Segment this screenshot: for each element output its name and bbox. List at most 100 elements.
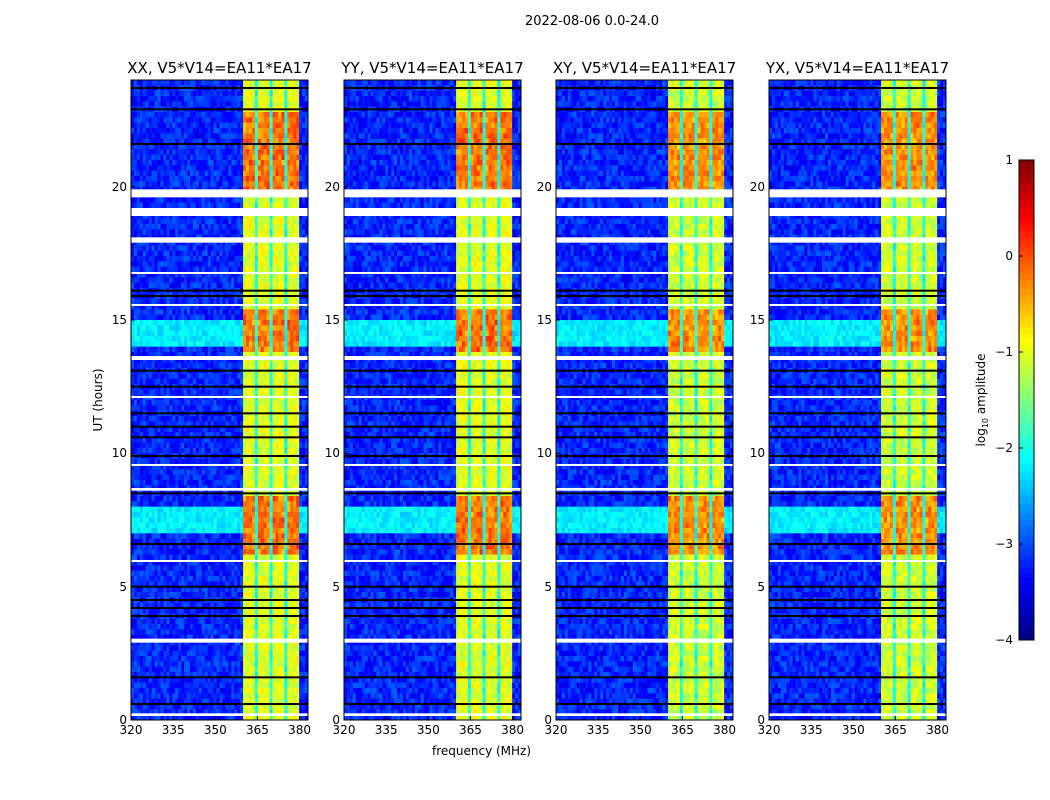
heatmap-cell: [225, 149, 228, 155]
heatmap-cell: [258, 219, 261, 225]
heatmap-cell: [258, 181, 261, 187]
heatmap-cell: [273, 149, 276, 155]
heatmap-cell: [172, 197, 175, 203]
heatmap-cell: [279, 176, 282, 182]
heatmap-cell: [237, 91, 240, 97]
heatmap-cell: [161, 165, 164, 171]
heatmap-cell: [246, 176, 249, 182]
heatmap-cell: [225, 181, 228, 187]
heatmap-cell: [184, 128, 187, 134]
heatmap-cell: [240, 133, 243, 139]
heatmap-cell: [137, 176, 140, 182]
heatmap-cell: [149, 176, 152, 182]
heatmap-cell: [246, 96, 249, 102]
heatmap-cell: [143, 149, 146, 155]
heatmap-cell: [137, 181, 140, 187]
heatmap-cell: [273, 165, 276, 171]
heatmap-cell: [258, 197, 261, 203]
heatmap-cell: [279, 149, 282, 155]
heatmap-cell: [217, 171, 220, 177]
heatmap-cell: [178, 80, 181, 86]
heatmap-cell: [240, 203, 243, 209]
heatmap-cell: [255, 128, 258, 134]
heatmap-cell: [214, 160, 217, 166]
heatmap-cell: [163, 128, 166, 134]
heatmap-cell: [243, 149, 246, 155]
heatmap-cell: [302, 133, 305, 139]
heatmap-cell: [208, 96, 211, 102]
heatmap-cell: [149, 91, 152, 97]
heatmap-cell: [155, 91, 158, 97]
heatmap-cell: [190, 165, 193, 171]
heatmap-cell: [214, 149, 217, 155]
heatmap-cell: [258, 101, 261, 107]
heatmap-cell: [252, 80, 255, 86]
heatmap-cell: [181, 112, 184, 118]
heatmap-cell: [222, 96, 225, 102]
heatmap-cell: [205, 80, 208, 86]
heatmap-cell: [302, 149, 305, 155]
heatmap-cell: [228, 149, 231, 155]
heatmap-cell: [202, 176, 205, 182]
heatmap-cell: [184, 165, 187, 171]
heatmap-cell: [172, 224, 175, 230]
heatmap-cell: [231, 181, 234, 187]
heatmap-cell: [205, 171, 208, 177]
heatmap-cell: [284, 155, 287, 161]
heatmap-cell: [205, 203, 208, 209]
heatmap-cell: [222, 149, 225, 155]
heatmap-cell: [196, 155, 199, 161]
heatmap-cell: [237, 176, 240, 182]
heatmap-cell: [166, 133, 169, 139]
heatmap-cell: [217, 133, 220, 139]
heatmap-cell: [140, 123, 143, 129]
heatmap-cell: [270, 117, 273, 123]
heatmap-cell: [228, 171, 231, 177]
heatmap-cell: [214, 91, 217, 97]
heatmap-cell: [146, 101, 149, 107]
heatmap-cell: [193, 128, 196, 134]
heatmap-cell: [184, 133, 187, 139]
heatmap-cell: [246, 128, 249, 134]
heatmap-cell: [252, 133, 255, 139]
heatmap-cell: [255, 112, 258, 118]
heatmap-cell: [202, 117, 205, 123]
heatmap-cell: [231, 203, 234, 209]
heatmap-cell: [205, 219, 208, 225]
heatmap-cell: [190, 123, 193, 129]
heatmap-cell: [222, 181, 225, 187]
heatmap-cell: [178, 149, 181, 155]
heatmap-cell: [293, 133, 296, 139]
heatmap-cell: [284, 96, 287, 102]
heatmap-cell: [246, 155, 249, 161]
heatmap-cell: [299, 96, 302, 102]
heatmap-cell: [169, 123, 172, 129]
heatmap-cell: [264, 171, 267, 177]
heatmap-cell: [202, 101, 205, 107]
heatmap-cell: [231, 224, 234, 230]
heatmap-cell: [140, 171, 143, 177]
heatmap-cell: [143, 171, 146, 177]
heatmap-cell: [243, 165, 246, 171]
heatmap-cell: [258, 123, 261, 129]
heatmap-cell: [267, 171, 270, 177]
heatmap-cell: [211, 203, 214, 209]
heatmap-cell: [196, 160, 199, 166]
heatmap-cell: [134, 203, 137, 209]
heatmap-cell: [143, 96, 146, 102]
heatmap-cell: [211, 91, 214, 97]
heatmap-cell: [270, 112, 273, 118]
heatmap-cell: [293, 91, 296, 97]
heatmap-cell: [143, 112, 146, 118]
heatmap-cell: [290, 123, 293, 129]
heatmap-cell: [290, 181, 293, 187]
heatmap-cell: [234, 80, 237, 86]
heatmap-cell: [163, 219, 166, 225]
heatmap-cell: [225, 123, 228, 129]
heatmap-cell: [302, 123, 305, 129]
heatmap-cell: [208, 176, 211, 182]
heatmap-cell: [134, 149, 137, 155]
heatmap-cell: [158, 123, 161, 129]
heatmap-cell: [152, 219, 155, 225]
heatmap-cell: [193, 112, 196, 118]
